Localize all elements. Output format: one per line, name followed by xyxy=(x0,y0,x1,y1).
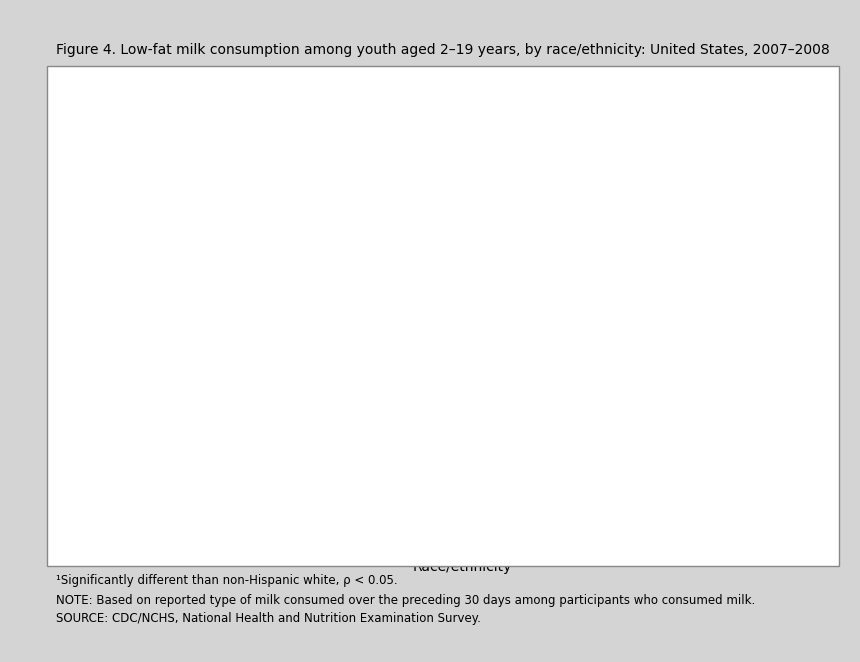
Text: SOURCE: CDC/NCHS, National Health and Nutrition Examination Survey.: SOURCE: CDC/NCHS, National Health and Nu… xyxy=(56,612,481,626)
Text: ¹5.2: ¹5.2 xyxy=(476,473,503,487)
Text: Figure 4. Low-fat milk consumption among youth aged 2–19 years, by race/ethnicit: Figure 4. Low-fat milk consumption among… xyxy=(56,43,830,57)
Text: 27.9: 27.9 xyxy=(248,281,277,294)
X-axis label: Race/ethnicity: Race/ethnicity xyxy=(413,560,512,574)
Text: ¹Significantly different than non-Hispanic white, ρ < 0.05.: ¹Significantly different than non-Hispan… xyxy=(56,574,397,587)
Bar xyxy=(173,297,298,533)
Bar xyxy=(400,489,525,533)
Text: ¹9.9: ¹9.9 xyxy=(703,434,729,446)
Bar xyxy=(627,449,752,533)
Y-axis label: Percent: Percent xyxy=(48,295,63,347)
Text: NOTE: Based on reported type of milk consumed over the preceding 30 days among p: NOTE: Based on reported type of milk con… xyxy=(56,594,755,607)
